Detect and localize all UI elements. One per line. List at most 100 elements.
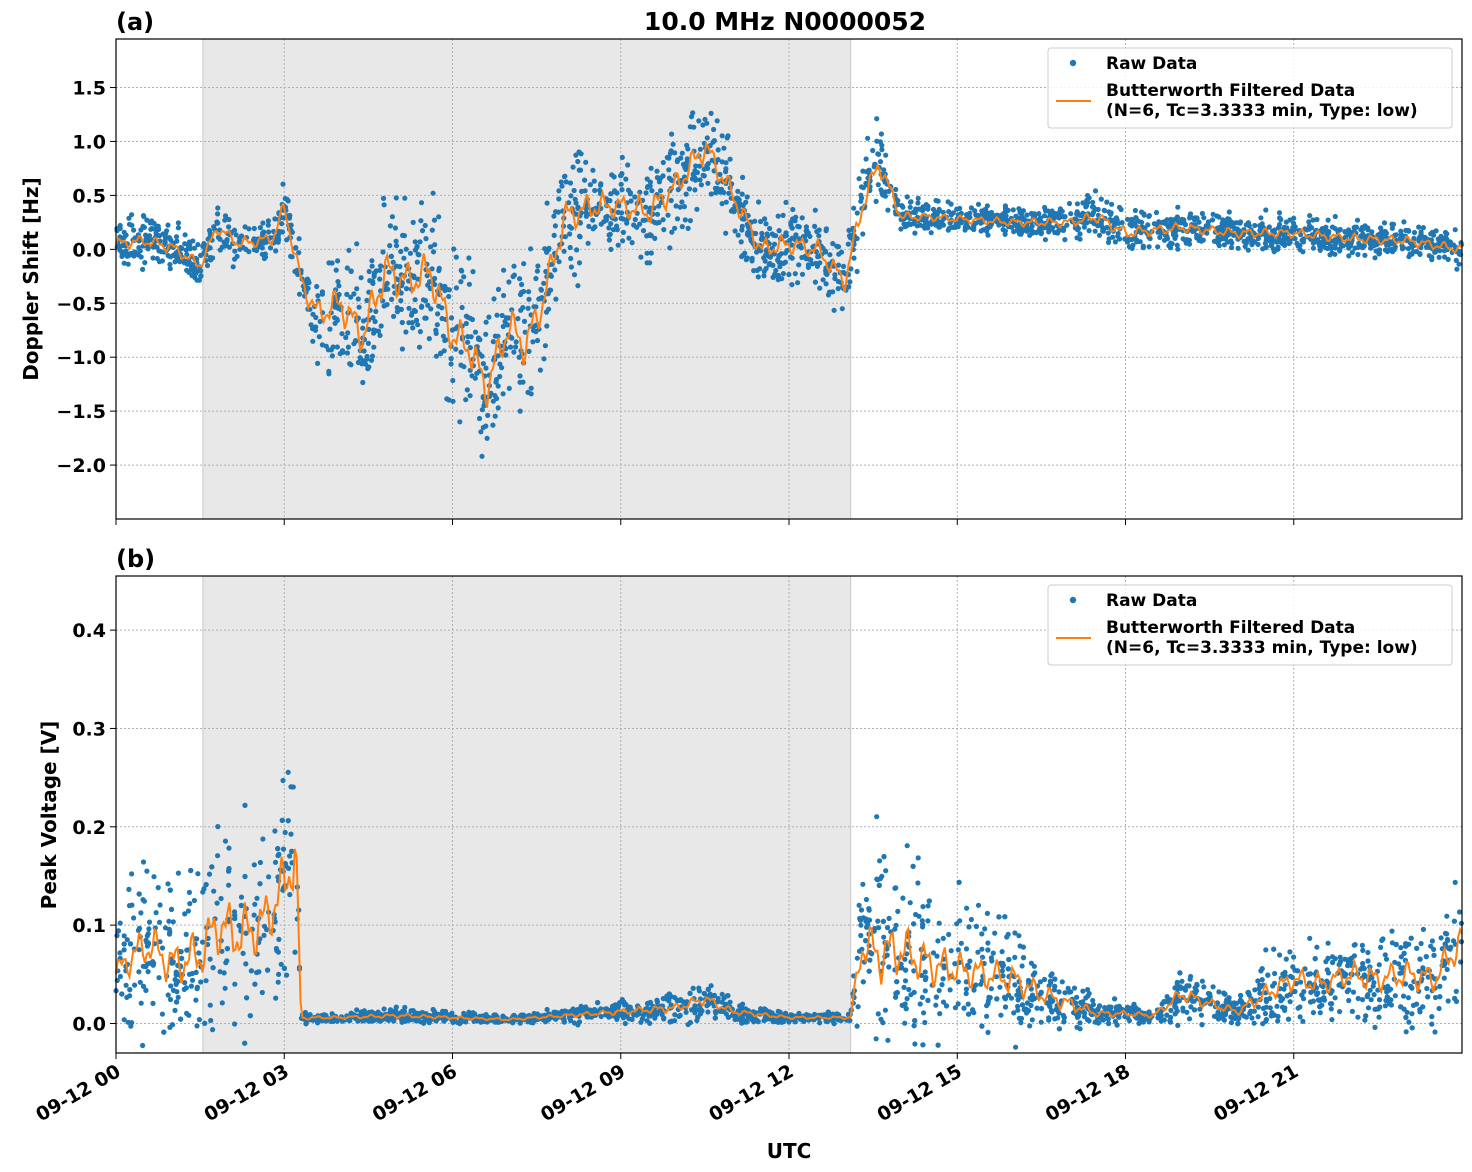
raw-point — [1239, 998, 1245, 1005]
raw-point — [288, 784, 294, 790]
raw-point — [146, 919, 153, 925]
raw-point — [1445, 256, 1451, 262]
raw-point — [145, 969, 151, 975]
raw-point — [749, 255, 755, 261]
raw-point — [431, 217, 438, 223]
raw-point — [121, 1017, 127, 1023]
raw-point — [1282, 225, 1288, 231]
raw-point — [1436, 1005, 1442, 1012]
raw-point — [1011, 229, 1017, 235]
raw-point — [1090, 997, 1096, 1004]
raw-point — [608, 191, 614, 197]
raw-point — [912, 1041, 918, 1047]
raw-point — [280, 777, 286, 784]
raw-point — [660, 217, 666, 223]
raw-point — [697, 163, 703, 169]
raw-point — [315, 360, 321, 366]
raw-point — [490, 339, 496, 345]
raw-point — [1016, 230, 1022, 236]
raw-point — [614, 223, 620, 229]
raw-point — [1027, 232, 1033, 238]
raw-point — [526, 348, 532, 354]
raw-point — [506, 279, 512, 285]
raw-point — [136, 969, 142, 975]
raw-point — [272, 828, 278, 834]
raw-point — [1112, 239, 1118, 245]
raw-point — [999, 968, 1006, 974]
raw-point — [191, 897, 197, 904]
raw-point — [247, 1013, 253, 1019]
raw-point — [1405, 995, 1411, 1001]
raw-point — [1414, 248, 1420, 255]
raw-point — [551, 232, 557, 238]
raw-point — [1351, 224, 1357, 231]
raw-point — [762, 216, 768, 222]
raw-point — [209, 864, 215, 870]
raw-point — [948, 948, 954, 954]
raw-point — [886, 188, 892, 194]
raw-point — [238, 233, 245, 239]
raw-point — [428, 244, 434, 250]
raw-point — [1344, 242, 1350, 248]
raw-point — [214, 220, 220, 226]
raw-point — [221, 970, 227, 976]
raw-point — [1114, 1022, 1120, 1028]
raw-point — [336, 283, 342, 289]
raw-point — [483, 331, 489, 337]
raw-point — [719, 991, 725, 997]
raw-point — [775, 257, 781, 263]
raw-point — [908, 992, 914, 998]
raw-point — [265, 222, 271, 228]
raw-point — [446, 293, 452, 300]
raw-point — [559, 183, 565, 189]
raw-point — [1378, 944, 1384, 951]
panel-b-label: (b) — [116, 545, 155, 573]
raw-point — [1281, 986, 1287, 992]
raw-point — [174, 989, 180, 995]
raw-point — [448, 356, 454, 362]
raw-point — [744, 255, 750, 261]
raw-point — [387, 243, 393, 249]
raw-point — [412, 308, 418, 314]
raw-point — [854, 955, 860, 961]
raw-point — [169, 960, 175, 966]
raw-point — [817, 1020, 823, 1026]
raw-point — [194, 936, 200, 942]
raw-point — [436, 265, 442, 271]
raw-point — [1251, 1020, 1257, 1026]
raw-point — [658, 188, 664, 194]
shaded-interval — [202, 575, 852, 1054]
raw-point — [371, 270, 378, 276]
raw-point — [1456, 261, 1462, 267]
raw-point — [1431, 946, 1437, 953]
raw-point — [1262, 240, 1268, 246]
raw-point — [789, 242, 795, 248]
raw-point — [265, 218, 271, 224]
raw-point — [812, 223, 818, 229]
raw-point — [513, 344, 519, 350]
raw-point — [378, 263, 384, 269]
raw-point — [1011, 1010, 1017, 1016]
raw-point — [866, 907, 872, 913]
raw-point — [1077, 1020, 1083, 1026]
raw-point — [1071, 985, 1078, 991]
raw-point — [755, 1019, 761, 1025]
raw-point — [723, 166, 729, 172]
raw-point — [561, 248, 567, 254]
raw-point — [417, 239, 423, 245]
raw-point — [381, 1006, 387, 1012]
raw-point — [232, 248, 238, 254]
raw-point — [1176, 998, 1182, 1004]
raw-point — [1081, 224, 1087, 230]
raw-point — [1378, 225, 1384, 231]
raw-point — [619, 210, 625, 216]
raw-point — [1037, 979, 1043, 985]
raw-point — [1194, 215, 1200, 221]
raw-point — [369, 263, 375, 269]
raw-point — [999, 217, 1006, 223]
raw-point — [364, 297, 370, 303]
raw-point — [156, 975, 162, 981]
raw-point — [1258, 215, 1264, 221]
raw-point — [1000, 227, 1006, 233]
raw-point — [963, 990, 969, 997]
